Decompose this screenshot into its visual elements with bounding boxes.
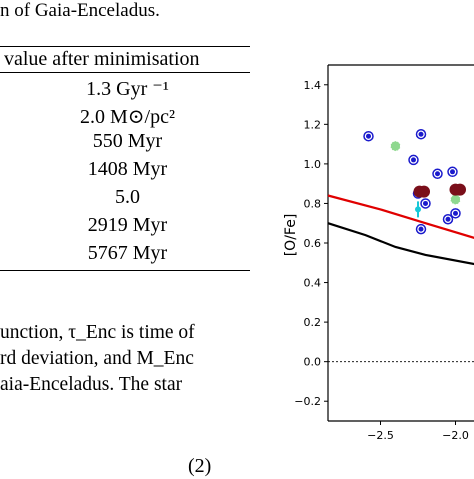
table-top-rule	[0, 46, 250, 47]
data-point	[453, 210, 458, 216]
table-row: 5767 Myr	[87, 242, 168, 264]
table-bottom-rule	[0, 270, 250, 271]
y-axis-label: [O/Fe]	[283, 214, 299, 257]
data-point	[390, 140, 401, 152]
table-header-label: value after minimisation	[4, 48, 200, 70]
y-tick-label: 1.4	[304, 79, 322, 92]
data-point	[366, 133, 371, 139]
y-tick-label: 0.4	[304, 277, 322, 290]
table-row: 2919 Myr	[87, 214, 168, 236]
table-header-rule	[0, 72, 250, 73]
data-point	[454, 183, 466, 196]
table-row: 550 Myr	[92, 130, 163, 152]
table-row: 1.3 Gyr ⁻¹	[86, 78, 169, 100]
y-tick-label: 0.2	[304, 316, 322, 329]
equation-number: (2)	[188, 455, 212, 477]
series-line	[327, 194, 474, 239]
paragraph-line: rd deviation, and M_Enc	[0, 348, 194, 369]
data-point	[445, 216, 451, 222]
y-tick-label: 0.8	[304, 197, 322, 210]
y-tick-label: 1.2	[304, 118, 322, 131]
table-row: 1408 Myr	[87, 158, 168, 180]
plot-axes: 1.4 1.2 1.0 0.8 0.6 0.4 0.2 0.0 −0.2 −2.5 −2.0	[294, 64, 474, 442]
data-point	[418, 131, 424, 137]
data-point	[450, 193, 461, 205]
y-tick-label: 0.6	[304, 237, 322, 250]
y-tick-label: 0.0	[304, 356, 322, 369]
y-tick-label: 1.0	[304, 158, 322, 171]
series-line	[327, 222, 474, 266]
data-point	[415, 206, 421, 213]
data-point	[411, 157, 416, 163]
caption-fragment: n of Gaia-Enceladus.	[0, 0, 160, 21]
table-row: 2.0 M⊙/pc²	[80, 106, 175, 128]
y-tick-label: −0.2	[294, 395, 321, 408]
data-point	[418, 185, 430, 198]
plot-marks	[327, 128, 474, 266]
oxygen-iron-plot: [O/Fe] 1.4 1.2 1.0 0.8 0.6 0.4 0.2 0.0 −0.2 −2.5 −…	[278, 55, 474, 474]
data-point	[423, 200, 428, 206]
x-tick-label: −2.5	[367, 429, 394, 442]
plot-svg: [O/Fe] 1.4 1.2 1.0 0.8 0.6 0.4 0.2 0.0 −0.2 −2.5 −…	[283, 64, 474, 442]
paragraph-line: unction, τ_Enc is time of	[0, 322, 195, 343]
table-row: 5.0	[115, 186, 140, 208]
paragraph-line: aia-Enceladus. The star	[0, 374, 183, 395]
data-point	[450, 169, 455, 175]
data-point	[435, 171, 440, 177]
x-tick-label: −2.0	[442, 429, 469, 442]
data-point	[418, 226, 424, 232]
